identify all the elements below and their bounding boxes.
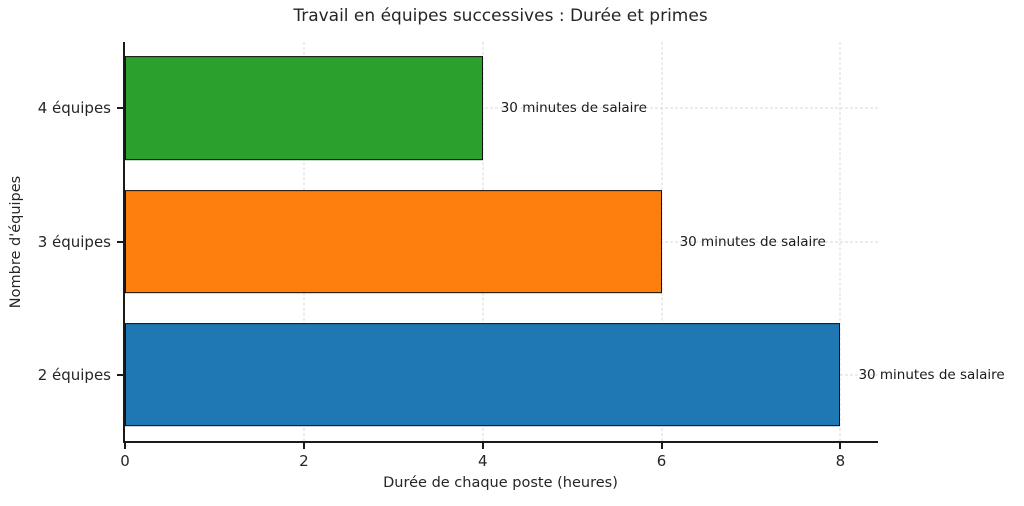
- x-tick-label: 0: [120, 452, 130, 470]
- y-tick-label: 2 équipes: [37, 365, 111, 384]
- x-tick-mark: [839, 443, 842, 449]
- x-tick-mark: [302, 443, 305, 449]
- y-tick-mark: [117, 373, 123, 376]
- bar-annotation: 30 minutes de salaire: [679, 233, 826, 250]
- x-tick-mark: [660, 443, 663, 449]
- y-tick-label: 3 équipes: [37, 232, 111, 251]
- y-axis-label: Nombre d'équipes: [8, 175, 24, 309]
- bar-2-équipes: [125, 322, 841, 427]
- x-axis-label: Durée de chaque poste (heures): [383, 475, 618, 491]
- bar-3-équipes: [125, 189, 662, 294]
- x-tick-label: 2: [299, 452, 309, 470]
- y-tick-mark: [117, 107, 123, 110]
- plot-area: 0 2 4 6 8 4 équipes 30 minutes de salaire 3 équ…: [38, 42, 1005, 470]
- bar-annotation: 30 minutes de salaire: [858, 366, 1005, 383]
- y-tick-label: 4 équipes: [37, 99, 111, 118]
- chart-title: Travail en équipes successives : Durée e…: [293, 6, 708, 26]
- x-tick-mark: [124, 443, 126, 449]
- x-tick-mark: [481, 443, 484, 449]
- x-tick-label: 8: [835, 452, 846, 470]
- y-gridline: [125, 107, 878, 109]
- bar-4-équipes: [125, 56, 483, 161]
- x-tick-label: 6: [656, 452, 667, 470]
- x-tick-label: 4: [477, 452, 488, 470]
- y-tick-mark: [117, 240, 123, 243]
- bar-annotation: 30 minutes de salaire: [500, 100, 647, 117]
